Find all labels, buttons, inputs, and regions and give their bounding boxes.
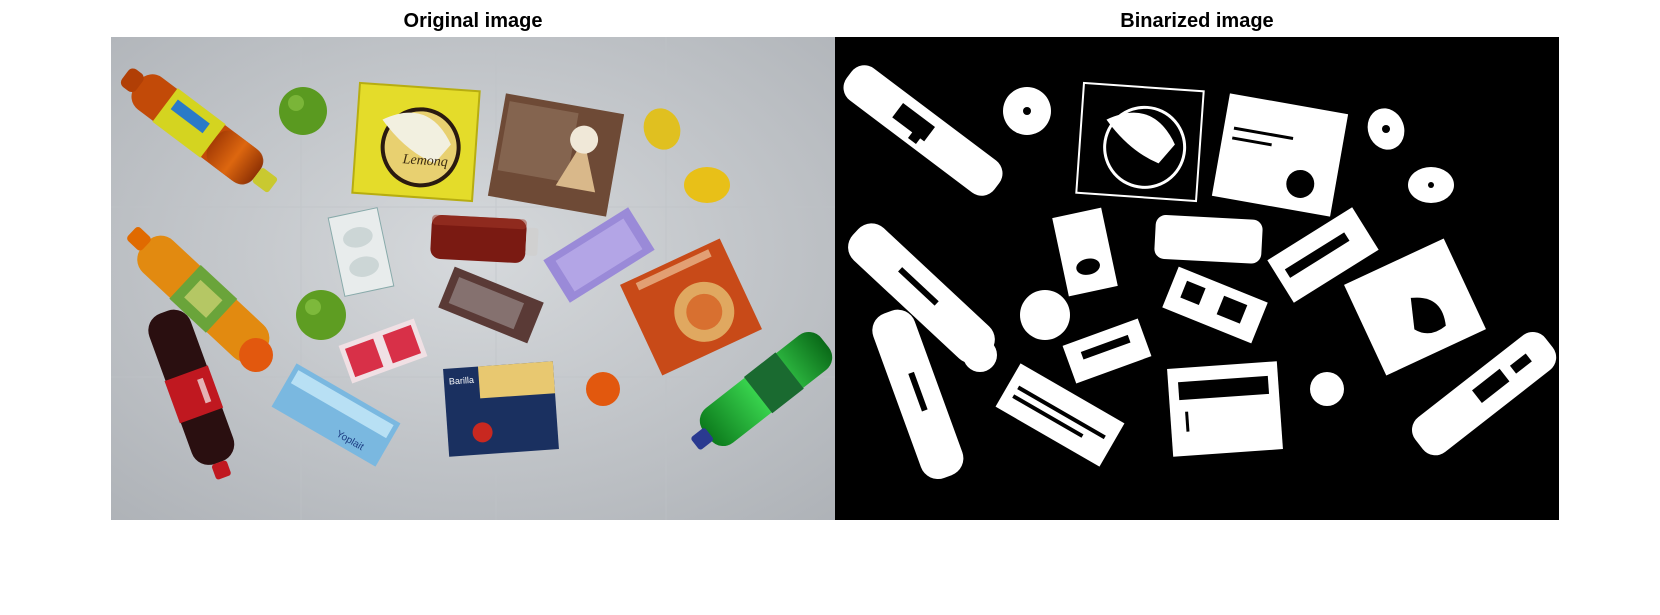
binarized-image-title: Binarized image (1120, 10, 1274, 32)
tomato-sauce-bottle-mask (1154, 215, 1263, 264)
lemon-ice-cream-box: Lemonq (351, 81, 481, 203)
red-yogurt-mask (1062, 318, 1152, 384)
iced-tea-bottle (120, 68, 278, 193)
original-image-title: Original image (403, 10, 543, 32)
tomato-sauce-bottle (430, 214, 539, 263)
green-bottle-mask (1411, 331, 1557, 456)
purple-biscuit-pack (543, 207, 655, 303)
binarized-image (835, 37, 1559, 520)
svg-text:Barilla: Barilla (449, 375, 475, 387)
iced-tea-bottle-mask (843, 65, 1003, 196)
cornetto-box (487, 93, 625, 217)
red-yogurt-pack (338, 318, 428, 384)
yogurt-pack (327, 207, 395, 297)
apple-1 (279, 87, 327, 135)
orange-2-mask (1310, 372, 1344, 406)
lemon-box-mask (1075, 81, 1205, 203)
blue-yogurt-pack: Yoplait (271, 363, 401, 467)
orange-soda-bottle (127, 227, 270, 363)
cornetto-box-mask (1211, 93, 1349, 217)
cola-bottle-mask (872, 309, 964, 480)
orange-2 (586, 372, 620, 406)
chocolate-bar-mask (1162, 266, 1268, 344)
original-image: Lemonq Yoplait (111, 37, 835, 520)
lemon-2 (684, 167, 730, 203)
orange-soda-bottle-mask (848, 223, 995, 364)
apple-2-mask (1020, 290, 1070, 340)
blue-yogurt-mask (995, 363, 1125, 467)
pasta-box: Barilla (443, 361, 559, 457)
cola-bottle (148, 309, 235, 480)
purple-pack-mask (1267, 207, 1379, 303)
pasta-box-mask (1167, 361, 1283, 457)
orange-1 (239, 338, 273, 372)
orange-1-mask (963, 338, 997, 372)
yogurt-pack-mask (1052, 207, 1118, 297)
pasta-sauce-box-mask (1344, 238, 1486, 376)
apple-2 (296, 290, 346, 340)
lemon-1 (643, 108, 681, 150)
pasta-sauce-box (620, 238, 762, 376)
green-soda-bottle (691, 331, 833, 450)
svg-text:Lemonq: Lemonq (401, 152, 448, 170)
chocolate-bar (438, 266, 544, 344)
